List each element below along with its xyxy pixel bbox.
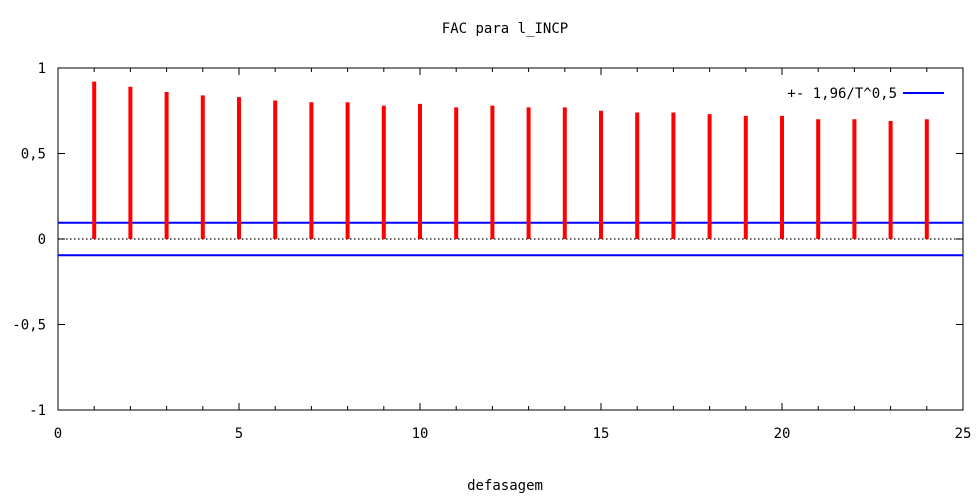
y-tick-label: 1	[38, 61, 46, 77]
y-tick-label: 0	[38, 232, 46, 248]
y-tick-label: -0,5	[12, 318, 46, 334]
x-tick-label: 0	[54, 426, 62, 442]
legend-label: +- 1,96/T^0,5	[787, 86, 897, 102]
x-tick-label: 5	[235, 426, 243, 442]
x-axis-label: defasagem	[467, 478, 543, 494]
chart-title: FAC para l_INCP	[442, 21, 568, 37]
y-tick-label: -1	[29, 403, 46, 419]
plot-area: 1 0,5 0 -0,5 -1 0 5 10 15 20 25	[12, 61, 971, 442]
x-tick-label: 15	[593, 426, 610, 442]
x-tick-label: 10	[412, 426, 429, 442]
x-tick-label: 20	[774, 426, 791, 442]
x-tick-label: 25	[955, 426, 972, 442]
legend: +- 1,96/T^0,5	[787, 86, 944, 102]
y-tick-label: 0,5	[21, 147, 46, 163]
